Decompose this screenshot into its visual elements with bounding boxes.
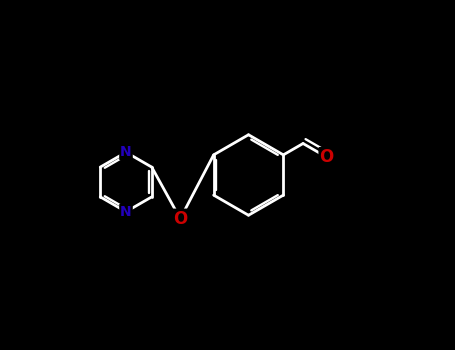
Text: O: O bbox=[173, 210, 187, 228]
Text: N: N bbox=[120, 205, 132, 219]
Text: O: O bbox=[319, 148, 334, 166]
Text: N: N bbox=[120, 145, 132, 159]
